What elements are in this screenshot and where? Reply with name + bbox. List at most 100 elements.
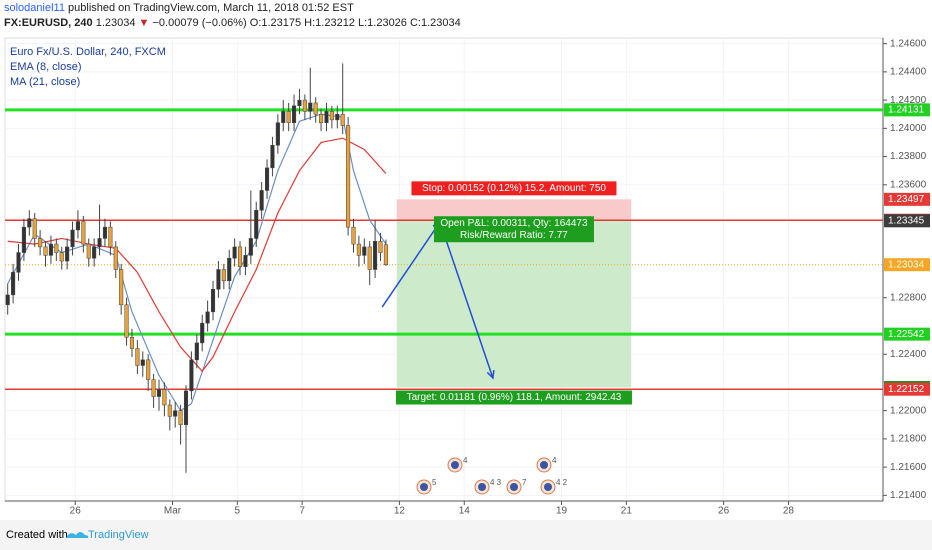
candle-body	[11, 272, 16, 296]
price-label-box	[884, 327, 930, 341]
candle-body	[86, 243, 91, 259]
price-label: 1.23497	[888, 194, 925, 205]
footer-bg	[0, 520, 932, 550]
event-flag	[540, 461, 548, 469]
change: −0.00079 (−0.06%)	[152, 17, 247, 29]
symbol: FX:EURUSD, 240	[4, 17, 93, 29]
candle-body	[27, 218, 32, 228]
price-label: 1.22542	[888, 329, 925, 340]
x-tick-label: 5	[235, 506, 241, 517]
author[interactable]: solodaniel11	[4, 2, 65, 14]
x-tick-label: 14	[459, 506, 471, 517]
label-box	[411, 181, 617, 196]
candle-body	[378, 241, 383, 253]
candle-body	[92, 246, 97, 259]
candle-body	[167, 404, 172, 417]
price-label-box	[884, 103, 930, 117]
position-label: Risk/Reward Ratio: 7.77	[460, 230, 568, 241]
candle-body	[81, 221, 86, 245]
candle-body	[5, 294, 10, 306]
candle-body	[221, 269, 226, 282]
event-count: 4 3	[490, 478, 502, 487]
candle-body	[383, 244, 388, 265]
candle-body	[173, 410, 178, 417]
candle-body	[275, 122, 280, 146]
candle-body	[227, 257, 232, 282]
candle-body	[351, 226, 356, 245]
price-label-box	[884, 214, 930, 228]
logo	[66, 532, 89, 538]
symbol-line: FX:EURUSD, 240 1.23034 ▼ −0.00079 (−0.06…	[4, 17, 461, 29]
last: 1.23034	[95, 17, 136, 29]
candle-body	[129, 337, 135, 349]
candle-body	[324, 111, 329, 123]
candle-body	[70, 229, 75, 248]
event-count: 4	[463, 456, 468, 465]
legend-entry: Euro Fx/U.S. Dollar, 240, FXCM	[10, 46, 166, 58]
candle-body	[340, 113, 345, 126]
label-box	[433, 216, 594, 243]
candle-body	[308, 102, 313, 112]
candle-body	[243, 255, 248, 267]
price-label: 1.23034	[888, 259, 925, 270]
published: published on TradingView.com, March 11, …	[64, 2, 354, 14]
candle-body	[367, 246, 372, 270]
x-tick-label: 28	[783, 506, 795, 517]
candle-body	[59, 252, 64, 262]
candle-body	[335, 113, 340, 121]
candle-body	[32, 218, 37, 239]
candle-body	[373, 241, 378, 270]
candle-body	[254, 209, 259, 239]
x-tick-label: 26	[718, 506, 730, 517]
candle-body	[264, 167, 270, 191]
event-flag	[420, 483, 428, 491]
candle-body	[183, 390, 189, 426]
candle-body	[286, 111, 291, 123]
event-flag	[510, 483, 518, 491]
candle-body	[200, 322, 205, 344]
price-label: 1.22152	[888, 384, 925, 395]
candle-body	[297, 99, 302, 107]
y-tick-label: 1.21400	[890, 490, 927, 501]
candle-body	[156, 389, 162, 397]
y-tick-label: 1.24400	[890, 67, 927, 78]
candle-body	[210, 289, 216, 313]
candle-body	[146, 359, 151, 380]
event-count: 7	[522, 478, 527, 487]
y-tick-label: 1.24600	[890, 38, 927, 49]
candle-body	[16, 252, 21, 273]
candle-body	[259, 190, 264, 211]
x-tick-label: 19	[556, 506, 568, 517]
candle-body	[48, 243, 53, 256]
label-box	[395, 390, 632, 405]
price-label-box	[884, 192, 930, 206]
candle-body	[75, 221, 80, 231]
y-tick-label: 1.22800	[890, 292, 927, 303]
candle-body	[313, 102, 318, 115]
y-tick-label: 1.22400	[890, 349, 927, 360]
ohlc: O:1.23175 H:1.23212 L:1.23026 C:1.23034	[249, 17, 461, 29]
candle-body	[119, 269, 124, 306]
candle-body	[319, 113, 324, 123]
position-label: Target: 0.01181 (0.96%) 118.1, Amount: 2…	[407, 392, 622, 403]
candle-body	[151, 379, 156, 397]
created: Created with	[6, 529, 68, 541]
candle-body	[113, 246, 118, 270]
brand[interactable]: TradingView	[88, 529, 149, 541]
event-count: 4 2	[556, 478, 568, 487]
candle-body	[248, 238, 253, 256]
candle-body	[292, 105, 297, 123]
candle-body	[43, 246, 48, 256]
candle-body	[140, 359, 145, 366]
x-tick-label: 7	[299, 506, 305, 517]
price-label: 1.24131	[888, 104, 925, 115]
candle-body	[194, 342, 199, 361]
price-label-box	[884, 382, 930, 396]
y-tick-label: 1.23800	[890, 151, 927, 162]
legend-entry: MA (21, close)	[10, 76, 80, 88]
y-tick-label: 1.23600	[890, 179, 927, 190]
stop-zone	[396, 199, 632, 221]
x-tick-label: 21	[621, 506, 633, 517]
